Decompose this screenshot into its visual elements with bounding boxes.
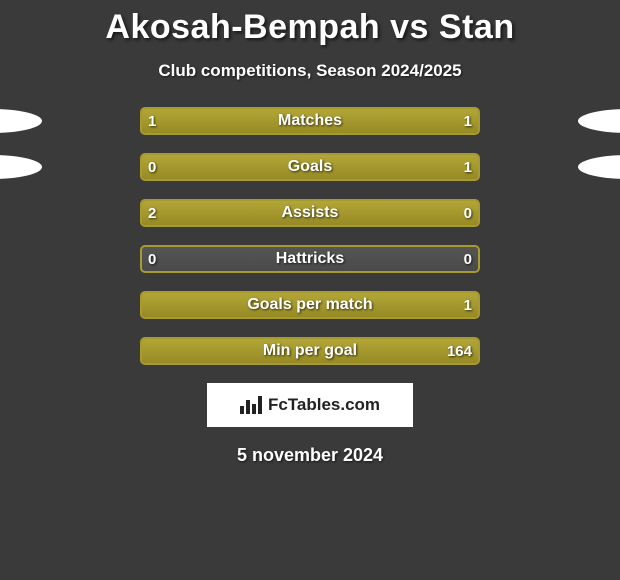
stat-bar-track: Min per goal (140, 337, 480, 365)
stat-row: Hattricks0 0 (70, 245, 550, 273)
player-left-name: Akosah-Bempah (105, 8, 380, 46)
stat-bar-left-fill (142, 109, 310, 133)
stat-value-left: 0 (148, 245, 156, 273)
stat-bar-right-fill (142, 293, 478, 317)
player-right-marker (578, 155, 620, 179)
stat-label: Hattricks (142, 247, 478, 271)
stat-bar-track: Matches (140, 107, 480, 135)
stat-bar-track: Goals (140, 153, 480, 181)
stat-bar-left-fill (142, 339, 478, 363)
stat-bar-right-fill (310, 109, 478, 133)
site-logo: FcTables.com (207, 383, 413, 427)
stat-value-left: 2 (148, 199, 156, 227)
stat-value-right: 0 (464, 245, 472, 273)
site-logo-text: FcTables.com (268, 395, 380, 415)
stat-bar-track: Hattricks (140, 245, 480, 273)
stat-value-right: 1 (464, 107, 472, 135)
comparison-chart: Matches11Goals01Assists20Hattricks00Goal… (70, 107, 550, 365)
stat-value-left: 1 (148, 107, 156, 135)
player-left-marker (0, 155, 42, 179)
page-title: Akosah-Bempah vs Stan (0, 0, 620, 47)
stat-value-right: 1 (464, 153, 472, 181)
stat-row: Assists2 0 (70, 199, 550, 227)
stat-bar-right-fill (202, 155, 478, 179)
stat-row: Matches1 1 (70, 107, 550, 135)
stat-value-right: 0 (464, 199, 472, 227)
date-line: 5 november 2024 (0, 445, 620, 466)
stat-row: Goals0 1 (70, 153, 550, 181)
bar-chart-icon (240, 396, 262, 414)
subtitle: Club competitions, Season 2024/2025 (0, 61, 620, 81)
stat-bar-track: Assists (140, 199, 480, 227)
stat-value-right: 164 (447, 337, 472, 365)
stat-value-right: 1 (464, 291, 472, 319)
player-left-marker (0, 109, 42, 133)
stat-value-left: 0 (148, 153, 156, 181)
stat-row: Goals per match1 (70, 291, 550, 319)
player-right-marker (578, 109, 620, 133)
vs-separator: vs (380, 8, 439, 46)
stat-row: Min per goal164 (70, 337, 550, 365)
player-right-name: Stan (439, 8, 515, 46)
stat-bar-track: Goals per match (140, 291, 480, 319)
stat-bar-left-fill (142, 201, 404, 225)
